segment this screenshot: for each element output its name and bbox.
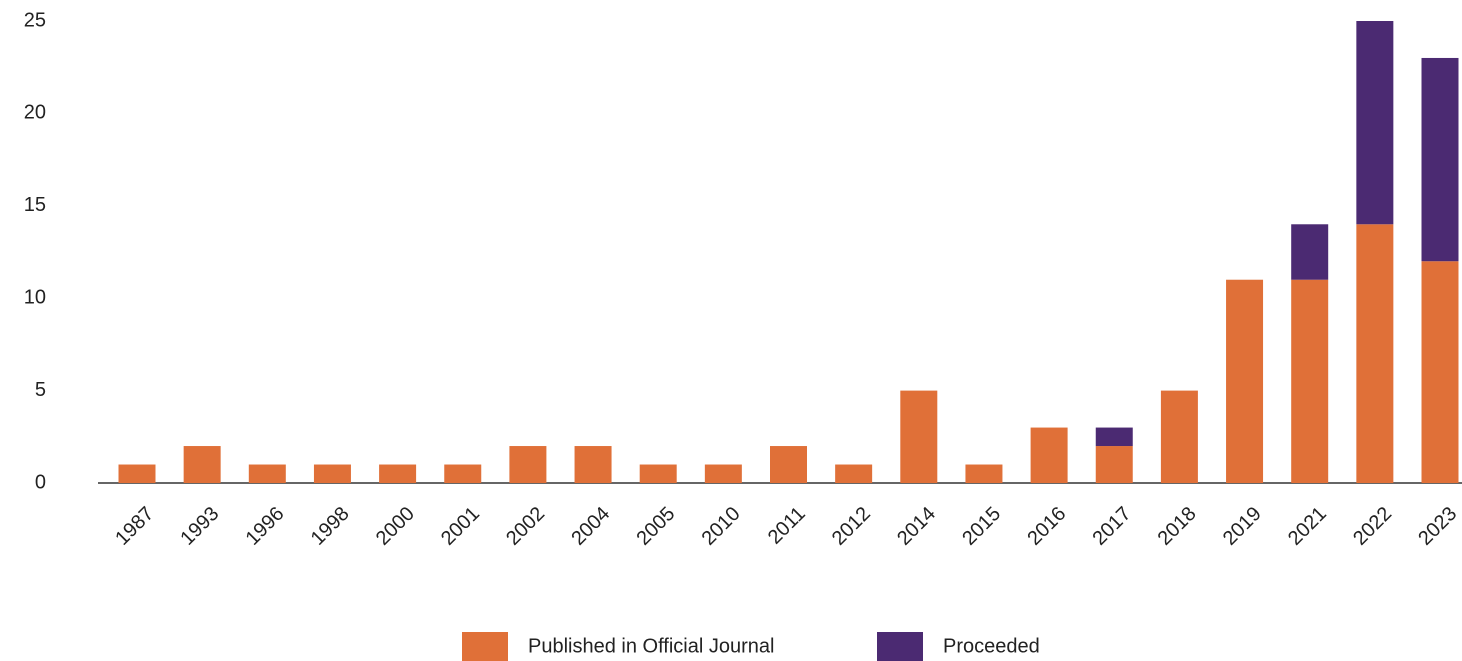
bar xyxy=(965,464,1003,483)
bar xyxy=(118,464,156,483)
bar xyxy=(1160,390,1198,483)
x-tick-label: 1987 xyxy=(111,503,158,550)
bar xyxy=(509,446,547,483)
x-tick-label: 2021 xyxy=(1284,503,1331,550)
x-tick-label: 2000 xyxy=(372,503,419,550)
y-tick-label: 0 xyxy=(35,471,46,493)
bar xyxy=(574,446,612,483)
legend-swatch xyxy=(462,632,508,661)
bar xyxy=(639,464,677,483)
x-tick-label: 2015 xyxy=(958,503,1005,550)
x-tick-label: 1996 xyxy=(242,503,289,550)
x-tick-label: 2004 xyxy=(567,503,614,550)
bar xyxy=(248,464,286,483)
bar xyxy=(770,446,807,483)
y-tick-label: 15 xyxy=(24,194,46,216)
bar xyxy=(1095,427,1133,447)
bar xyxy=(1291,224,1329,280)
bar xyxy=(1356,21,1394,225)
x-tick-label: 2010 xyxy=(698,503,745,550)
x-tick-label: 2002 xyxy=(502,503,549,550)
legend-swatch xyxy=(877,632,923,661)
bar xyxy=(313,464,351,483)
x-tick-label: 2016 xyxy=(1023,503,1070,550)
bar xyxy=(183,446,221,483)
bar xyxy=(1030,427,1068,483)
x-tick-label: 1993 xyxy=(176,503,223,550)
x-tick-label: 2022 xyxy=(1349,503,1396,550)
x-tick-label: 2019 xyxy=(1219,503,1266,550)
x-tick-label: 1998 xyxy=(307,503,354,550)
x-tick-label: 2011 xyxy=(764,503,810,549)
bar xyxy=(704,464,742,483)
bar xyxy=(1095,446,1133,483)
x-tick-label: 2012 xyxy=(828,503,875,550)
y-tick-label: 5 xyxy=(35,379,46,401)
y-tick-label: 25 xyxy=(24,9,46,31)
bar xyxy=(444,464,482,483)
x-tick-label: 2001 xyxy=(437,503,484,550)
x-tick-label: 2005 xyxy=(632,503,679,550)
bar xyxy=(835,464,873,483)
y-tick-label: 20 xyxy=(24,102,46,124)
x-tick-label: 2018 xyxy=(1154,503,1201,550)
legend-label: Proceeded xyxy=(943,635,1040,657)
bar xyxy=(1421,57,1459,262)
bar xyxy=(1421,261,1459,483)
legend-label: Published in Official Journal xyxy=(528,635,774,657)
bar xyxy=(900,390,938,483)
bar xyxy=(1291,279,1329,483)
x-tick-label: 2023 xyxy=(1414,503,1461,550)
bar xyxy=(1356,224,1394,483)
x-tick-label: 2017 xyxy=(1088,503,1135,550)
x-tick-label: 2014 xyxy=(893,503,940,550)
bar xyxy=(379,464,417,483)
y-tick-label: 10 xyxy=(24,286,46,308)
bar xyxy=(1226,279,1264,483)
